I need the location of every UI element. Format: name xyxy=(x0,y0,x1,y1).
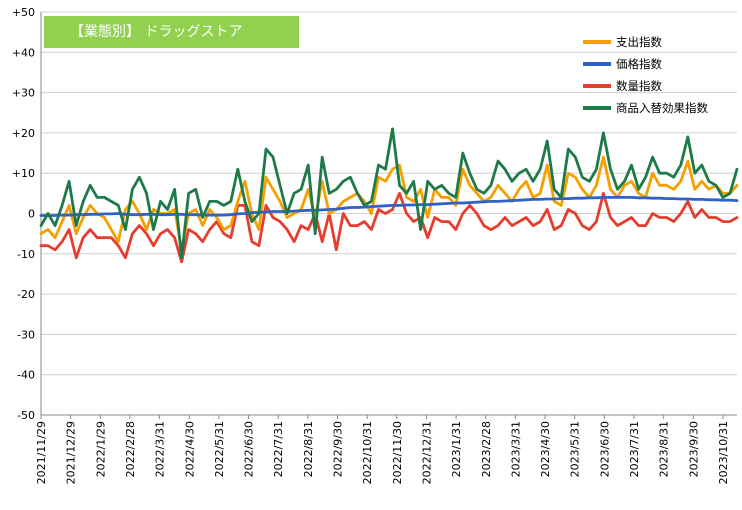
y-tick-label: -40 xyxy=(17,369,35,382)
x-tick-label: 2023/9/30 xyxy=(687,421,700,477)
y-tick-label: +20 xyxy=(12,127,35,140)
x-tick-label: 2023/10/31 xyxy=(717,421,730,484)
y-tick-label: -50 xyxy=(17,409,35,422)
y-tick-label: -10 xyxy=(17,248,35,261)
x-tick-label: 2022/2/28 xyxy=(124,421,137,477)
x-tick-label: 2022/9/30 xyxy=(332,421,345,477)
chart-title: 【業態別】 ドラッグストア xyxy=(44,16,299,48)
x-tick-label: 2022/12/31 xyxy=(420,421,433,484)
x-tick-label: 2022/8/31 xyxy=(302,421,315,477)
x-tick-label: 2022/3/31 xyxy=(154,421,167,477)
series-line-3 xyxy=(39,127,739,260)
legend-swatch xyxy=(583,106,611,110)
legend-label: 支出指数 xyxy=(616,35,662,49)
legend-item-expenditure: 支出指数 xyxy=(583,34,733,56)
x-tick-label: 2023/5/31 xyxy=(569,421,582,477)
x-tick-label: 2022/1/29 xyxy=(94,421,107,477)
legend-label: 価格指数 xyxy=(616,57,662,71)
y-tick-label: -30 xyxy=(17,328,35,341)
legend-item-quantity: 数量指数 xyxy=(583,78,733,100)
chart-legend: 支出指数 価格指数 数量指数 商品入替効果指数 xyxy=(583,34,733,122)
legend-item-price: 価格指数 xyxy=(583,56,733,78)
x-tick-label: 2022/7/31 xyxy=(272,421,285,477)
x-tick-label: 2022/10/31 xyxy=(361,421,374,484)
legend-item-product-turnover: 商品入替効果指数 xyxy=(583,100,733,122)
legend-label: 数量指数 xyxy=(616,79,662,93)
legend-swatch xyxy=(583,40,611,44)
y-tick-label: +40 xyxy=(12,46,35,59)
x-tick-label: 2023/4/30 xyxy=(539,421,552,477)
x-tick-label: 2023/7/31 xyxy=(628,421,641,477)
x-tick-label: 2023/2/28 xyxy=(480,421,493,477)
y-tick-label: +50 xyxy=(12,6,35,19)
x-tick-label: 2022/4/30 xyxy=(183,421,196,477)
x-tick-label: 2023/6/30 xyxy=(598,421,611,477)
y-tick-label: +30 xyxy=(12,87,35,100)
legend-swatch xyxy=(583,62,611,66)
legend-label: 商品入替効果指数 xyxy=(616,101,708,115)
x-tick-label: 2023/1/31 xyxy=(450,421,463,477)
y-tick-label: +10 xyxy=(12,167,35,180)
series-layer xyxy=(39,127,739,264)
y-tick-label: 0 xyxy=(28,208,35,221)
x-tick-label: 2023/3/31 xyxy=(509,421,522,477)
series-line-2 xyxy=(39,191,739,264)
x-tick-label: 2023/8/31 xyxy=(658,421,671,477)
y-tick-label: -20 xyxy=(17,288,35,301)
x-tick-label: 2022/5/31 xyxy=(213,421,226,477)
x-tick-label: 2021/12/29 xyxy=(65,421,78,484)
axis-layer: +50 +40 +30 +20 +10 0 -10 -20 -30 -40 -502021/11/2… xyxy=(12,6,737,484)
legend-swatch xyxy=(583,84,611,88)
x-tick-label: 2022/11/30 xyxy=(391,421,404,484)
x-tick-label: 2022/6/30 xyxy=(243,421,256,477)
x-tick-label: 2021/11/29 xyxy=(35,421,48,484)
